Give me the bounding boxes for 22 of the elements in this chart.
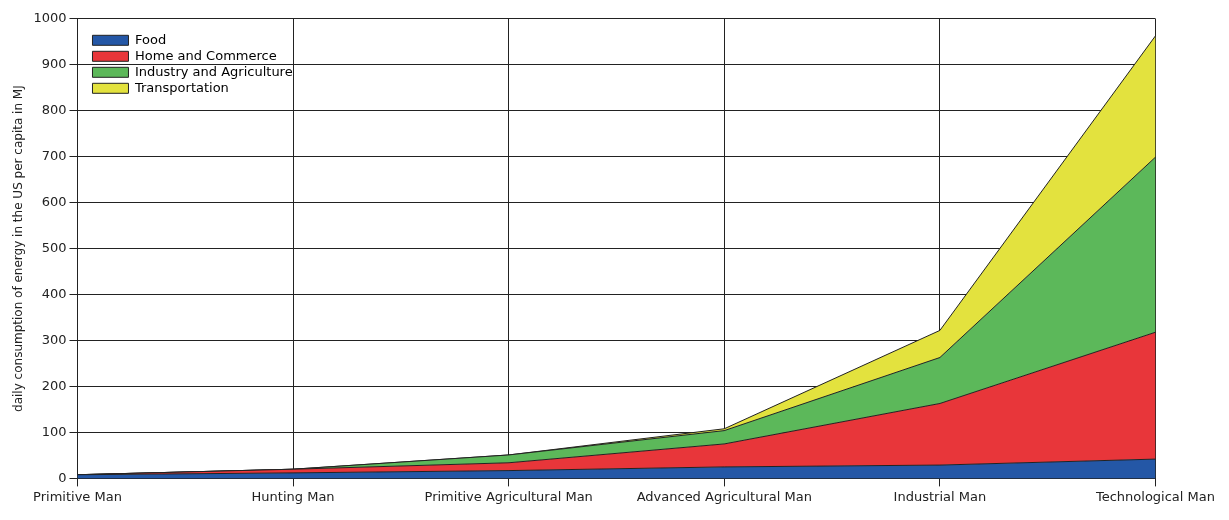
legend-label: Food xyxy=(134,31,167,47)
legend-label: Industry and Agriculture xyxy=(134,63,293,79)
y-axis-title: daily consumption of energy in the US per capita in MJ xyxy=(11,85,26,412)
x-tick-label: Advanced Agricultural Man xyxy=(636,488,812,504)
y-tick-label: 200 xyxy=(41,377,67,393)
y-tick-label: 300 xyxy=(41,331,67,347)
x-tick-label: Industrial Man xyxy=(893,488,987,504)
y-tick-label: 100 xyxy=(41,423,67,439)
y-tick-label: 1000 xyxy=(33,10,67,26)
y-tick-label: 800 xyxy=(41,102,67,118)
x-tick-label: Hunting Man xyxy=(251,488,335,504)
legend-label: Home and Commerce xyxy=(134,47,277,63)
y-tick-label: 500 xyxy=(41,239,67,255)
y-tick-label: 700 xyxy=(41,148,67,164)
legend-label: Transportation xyxy=(133,79,229,95)
y-tick-label: 0 xyxy=(58,469,67,485)
x-tick-label: Technological Man xyxy=(1094,488,1216,504)
x-tick-label: Primitive Agricultural Man xyxy=(424,488,593,504)
y-tick-label: 900 xyxy=(41,56,67,72)
x-tick-label: Primitive Man xyxy=(33,488,122,504)
y-tick-label: 400 xyxy=(41,285,67,301)
y-tick-label: 600 xyxy=(41,194,67,210)
